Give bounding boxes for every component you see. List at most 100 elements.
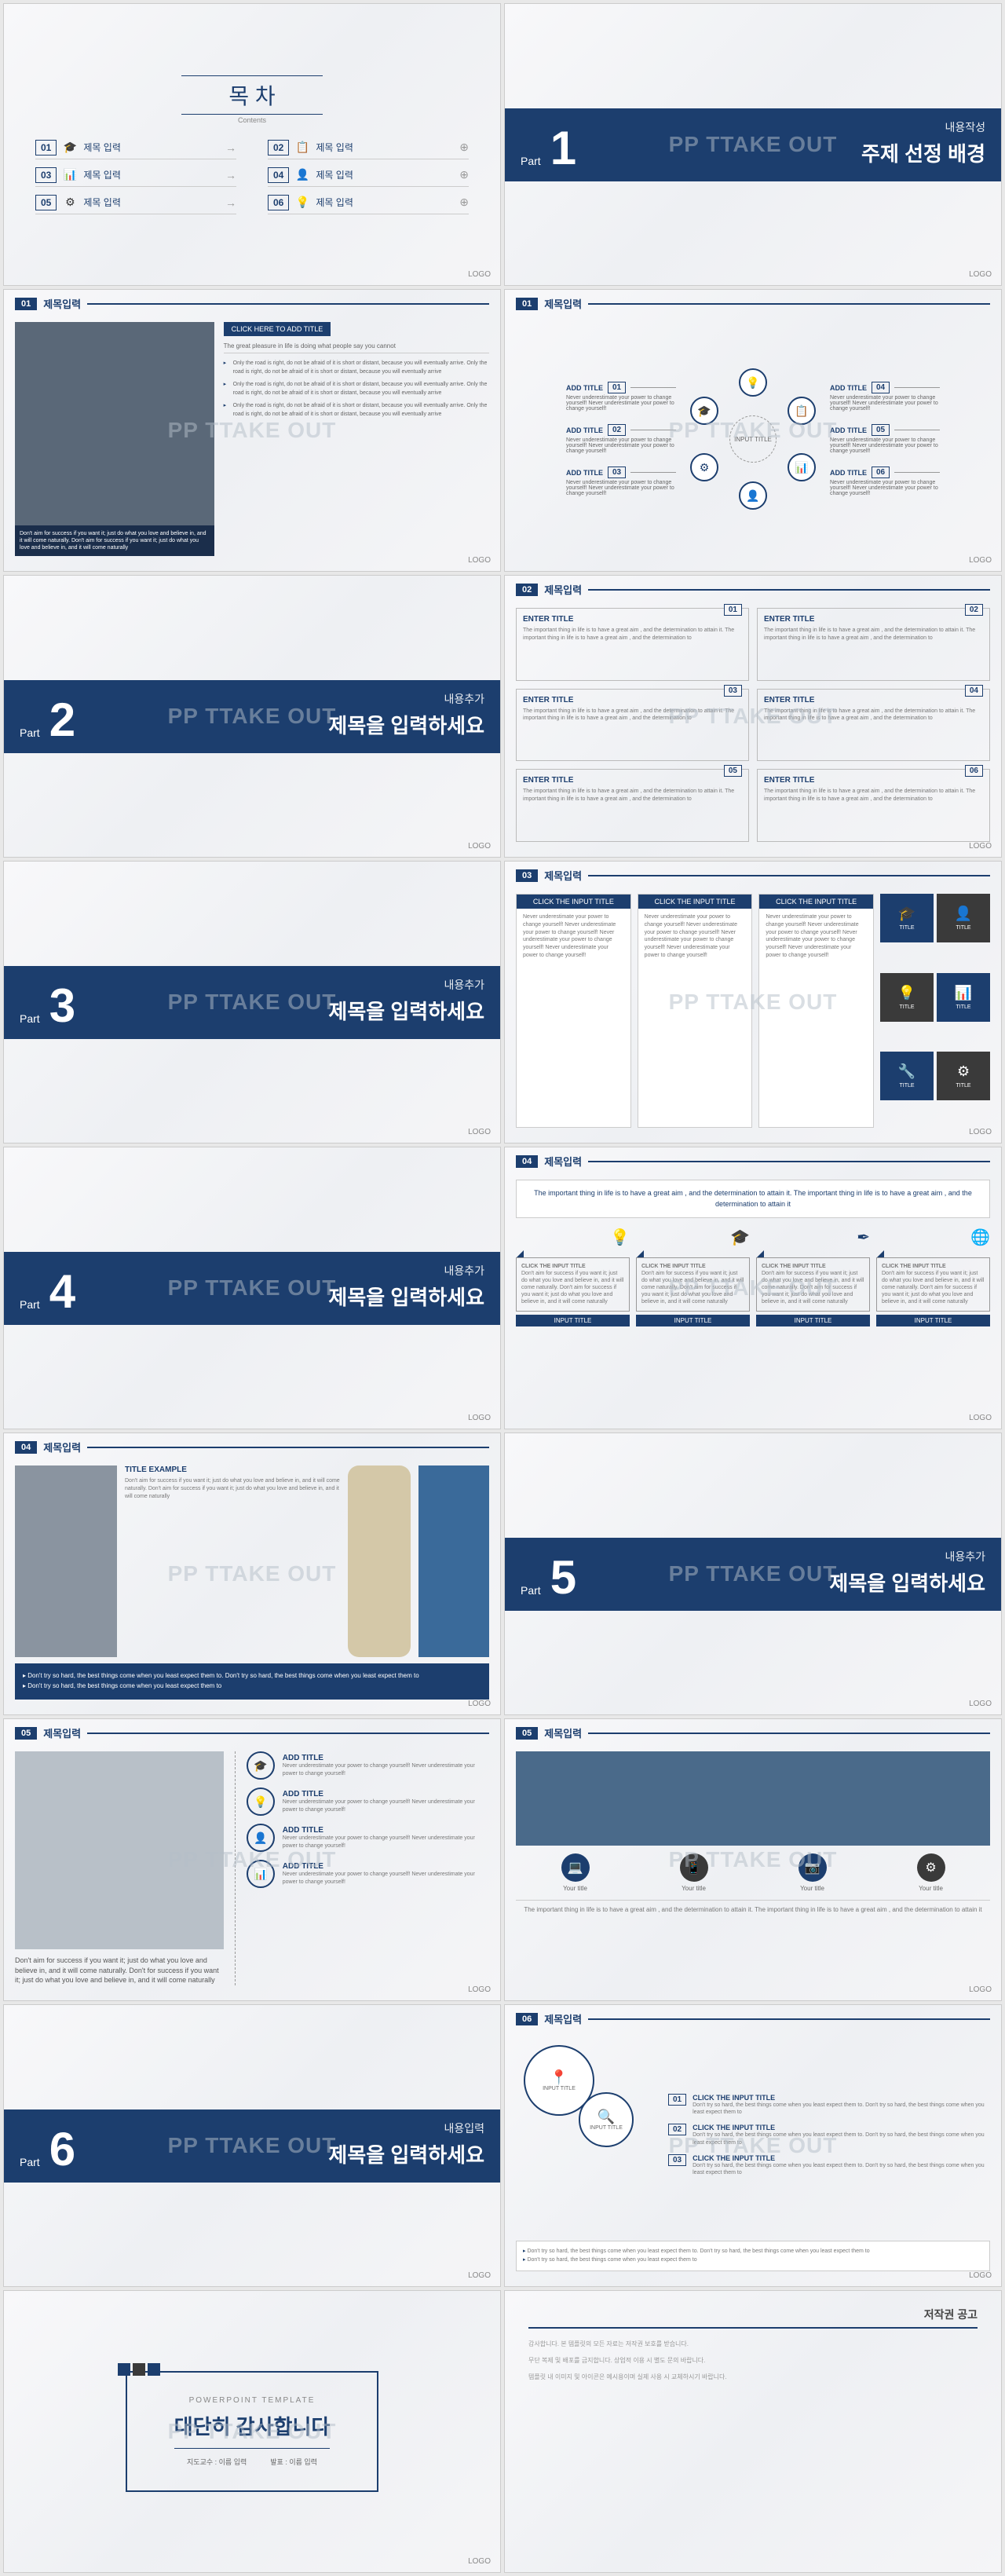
icon-tile: 👤TITLE [937,894,990,942]
content-box: 01 ENTER TITLE The important thing in li… [516,608,749,681]
box-title: ENTER TITLE [764,776,983,785]
contents-item: 01 🎓 제목 입력 → [35,140,236,159]
hdr-num: 03 [516,869,538,882]
part-sub: 내용추가 [85,1263,484,1279]
item-title: ADD TITLE [283,1826,489,1835]
logo: LOGO [969,2271,992,2280]
box-text: The important thing in life is to have a… [523,627,742,642]
part-number: 6 [49,2131,75,2168]
box-text: Never underestimate your power to change… [566,480,676,496]
item-icon: 🎓 [247,1751,275,1780]
hdr-title: 제목입력 [544,582,582,597]
slide-part-4: PP TTAKE OUT Part 4 내용추가 제목을 입력하세요 LOGO [3,1147,501,1429]
image-placeholder: Don't aim for success if you want it; ju… [15,322,214,556]
part-title: 제목을 입력하세요 [85,710,484,739]
slide-part-2: PP TTAKE OUT Part 2 내용추가 제목을 입력하세요 LOGO [3,575,501,858]
part-label: Part [20,1012,40,1025]
hdr-num: 01 [15,298,37,310]
logo: LOGO [468,1700,491,1708]
list-item: 👤 ADD TITLENever underestimate your powe… [247,1824,489,1852]
pillar-text: CLICK THE INPUT TITLEDon't aim for succe… [876,1257,990,1312]
diagram-node: 👤 [739,481,767,510]
arrow-icon: → [225,196,236,209]
numbered-item: 03 CLICK THE INPUT TITLEDon't try so har… [668,2154,990,2176]
icon-tile: 📊TITLE [937,973,990,1022]
contents-item: 02 📋 제목 입력 ⊕ [268,140,469,159]
box-title: ENTER TITLE [523,776,742,785]
pillar-column: 🎓 CLICK THE INPUT TITLEDon't aim for suc… [636,1228,750,1326]
box-number: 05 [724,765,742,777]
part-number: 4 [49,1273,75,1311]
thanks-title: 대단히 감사합니다 [174,2411,331,2440]
contents-item: 03 📊 제목 입력 → [35,167,236,187]
icon-item: 📷 Your title [799,1853,827,1892]
box-number: 05 [872,424,890,436]
box-text: Never underestimate your power to change… [566,437,676,454]
hdr-title: 제목입력 [544,296,582,311]
icon-item: 💻 Your title [561,1853,590,1892]
numbered-item: 01 CLICK THE INPUT TITLEDon't try so har… [668,2094,990,2116]
icon-circle: 💻 [561,1853,590,1882]
arrow-icon: → [225,141,236,154]
part-sub: 내용추가 [586,1549,985,1564]
item-number: 04 [268,167,289,183]
item-title: ADD TITLE [283,1790,489,1798]
part-number: 1 [550,130,576,167]
item-label: 제목 입력 [316,196,453,209]
box-text: The important thing in life is to have a… [764,627,983,642]
bullet-text: Only the road is right, do not be afraid… [224,360,489,376]
part-title: 제목을 입력하세요 [85,2139,484,2168]
item-title: ADD TITLE [283,1754,489,1762]
title-badge: CLICK HERE TO ADD TITLE [224,322,331,336]
search-icon: 🔍 [598,2109,615,2125]
box-title: ENTER TITLE [764,615,983,624]
pillar-column: 🌐 CLICK THE INPUT TITLEDon't aim for suc… [876,1228,990,1326]
hdr-num: 04 [15,1441,37,1454]
body-text: Don't aim for success if you want it; ju… [125,1477,340,1500]
part-title: 제목을 입력하세요 [85,1282,484,1311]
tile-label: TITLE [899,1083,914,1089]
item-title: CLICK THE INPUT TITLE [693,2154,990,2162]
part-label: Part [521,1584,541,1597]
list-item: 🎓 ADD TITLENever underestimate your powe… [247,1751,489,1780]
item-number: 06 [268,195,289,210]
box-text: The important thing in life is to have a… [764,788,983,803]
logo: LOGO [969,556,992,565]
contents-item: 04 👤 제목 입력 ⊕ [268,167,469,187]
slide-content-03: 03제목입력 PP TTAKE OUT CLICK THE INPUT TITL… [504,861,1002,1143]
item-text: Never underestimate your power to change… [283,1835,489,1849]
part-title: 주제 선정 배경 [586,138,985,167]
part-number: 2 [49,701,75,739]
hdr-title: 제목입력 [544,1725,582,1740]
part-title: 제목을 입력하세요 [85,996,484,1025]
part-sub: 내용추가 [85,691,484,707]
part-sub: 내용입력 [85,2120,484,2136]
numbered-item: 02 CLICK THE INPUT TITLEDon't try so har… [668,2124,990,2146]
info-box: ADD TITLE03 Never underestimate your pow… [566,467,676,496]
pillar-text: CLICK THE INPUT TITLEDon't aim for succe… [516,1257,630,1312]
tile-icon: 🎓 [898,906,915,922]
arrow-icon: ⊕ [459,168,469,181]
item-number: 02 [668,2124,686,2135]
box-title: ENTER TITLE [523,615,742,624]
logo: LOGO [468,2271,491,2280]
content-column: CLICK THE INPUT TITLENever underestimate… [638,894,753,1128]
box-title: ENTER TITLE [764,696,983,704]
content-box: 04 ENTER TITLE The important thing in li… [757,689,990,762]
icon-label: Your title [563,1885,587,1892]
slide-part-1: PP TTAKE OUT Part 1 내용작성 주제 선정 배경 LOGO [504,3,1002,286]
content-column: CLICK THE INPUT TITLENever underestimate… [516,894,631,1128]
pillar-icon: 🎓 [636,1228,750,1247]
slide-content-04b: 04제목입력 PP TTAKE OUT TITLE EXAMPLE Don't … [3,1433,501,1715]
item-title: CLICK THE INPUT TITLE [693,2124,990,2131]
part-label: Part [20,1298,40,1311]
bullet-text: Don't try so hard, the best things come … [523,2256,983,2265]
logo: LOGO [468,270,491,279]
arrow-icon: ⊕ [459,141,469,154]
pillar-tag: INPUT TITLE [876,1315,990,1326]
tile-icon: ⚙ [957,1063,970,1080]
tile-label: TITLE [899,1004,914,1010]
phone-mockup [348,1465,411,1657]
icon-tile: 💡TITLE [880,973,934,1022]
credit-presenter: 발표 : 이름 입력 [270,2457,317,2467]
